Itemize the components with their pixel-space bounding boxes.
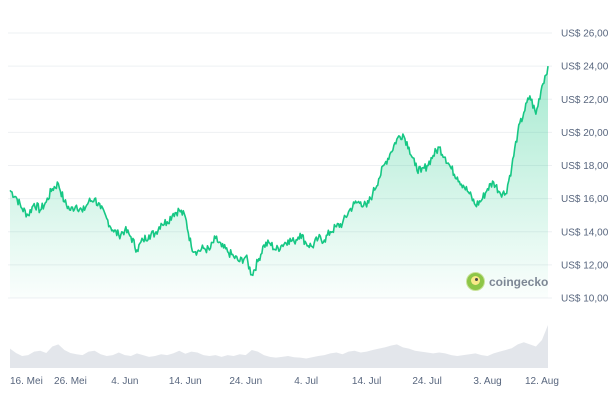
x-tick-label: 26. Mei [54,376,87,387]
gecko-logo-icon [466,272,485,291]
y-tick-label: US$ 16,00 [561,194,608,205]
watermark-text: coingecko [489,274,549,289]
y-tick-label: US$ 14,00 [561,227,608,238]
x-tick-label: 14. Jul [352,376,381,387]
x-tick-label: 4. Jul [294,376,318,387]
y-tick-label: US$ 12,00 [561,260,608,271]
x-tick-label: 3. Aug [473,376,501,387]
volume-bars [10,325,548,368]
x-tick-label: 16. Mei [10,376,43,387]
x-tick-label: 24. Jun [229,376,262,387]
y-tick-label: US$ 10,00 [561,294,608,305]
x-axis-labels: 16. Mei 26. Mei 4. Jun 14. Jun 24. Jun 4. Jul… [10,376,559,387]
y-tick-label: US$ 20,00 [561,128,608,139]
price-line [9,66,549,277]
y-tick-label: US$ 18,00 [561,161,608,172]
x-tick-label: 12. Aug [525,376,559,387]
price-area [10,66,548,298]
volume-area [10,325,548,368]
y-tick-label: US$ 22,00 [561,95,608,106]
x-tick-label: 24. Jul [412,376,441,387]
x-tick-label: 14. Jun [169,376,202,387]
x-tick-label: 4. Jun [111,376,138,387]
coingecko-watermark: coingecko [466,272,548,291]
y-tick-label: US$ 24,00 [561,62,608,73]
y-axis-labels: US$ 26,00 US$ 24,00 US$ 22,00 US$ 20,00 US$ … [561,29,608,305]
y-tick-label: US$ 26,00 [561,29,608,40]
